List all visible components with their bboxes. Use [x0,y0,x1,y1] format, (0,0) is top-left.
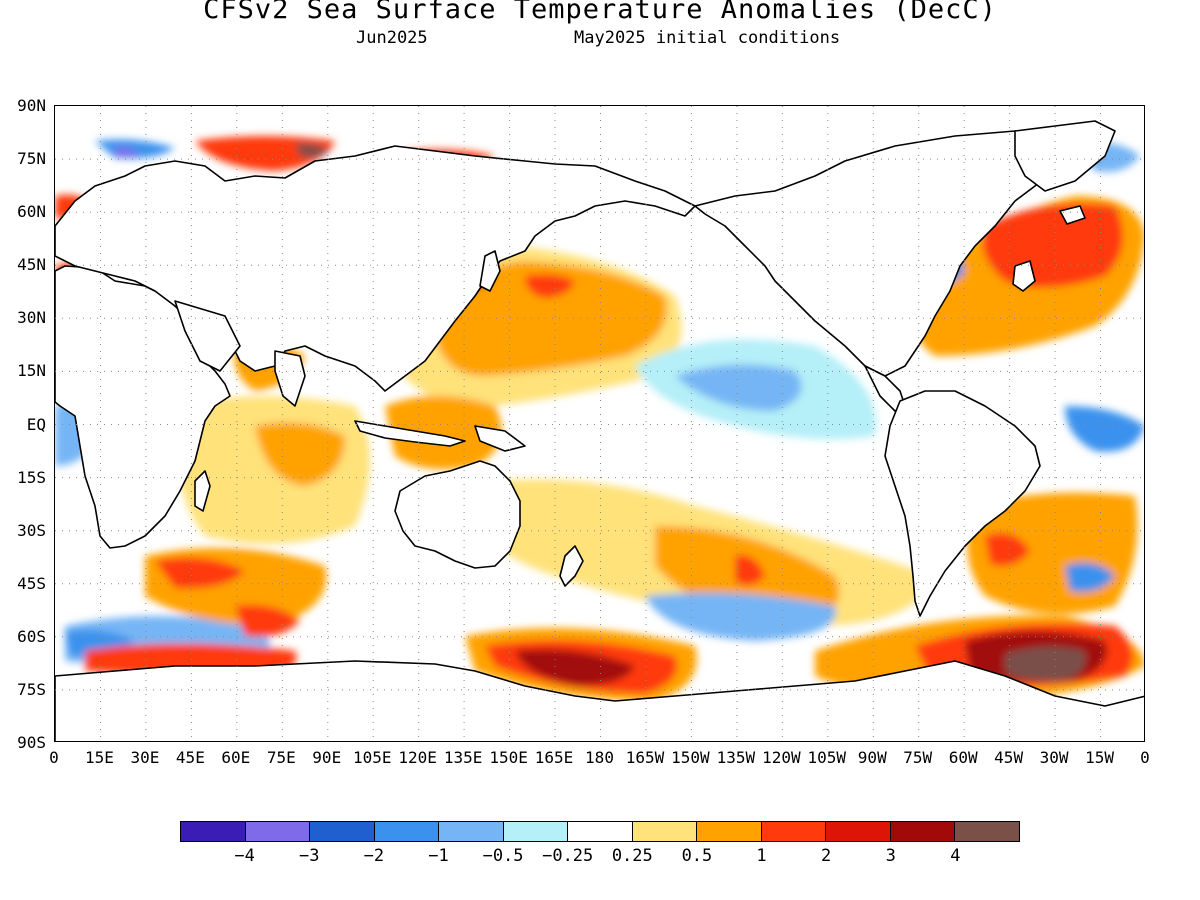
latitude-label: 60S [17,626,46,646]
australia-landmass [394,460,521,569]
colorbar-segment [439,822,504,841]
latitude-label: 45N [17,255,46,275]
colorbar-segment [697,822,762,841]
longitude-label: 15W [1085,748,1114,767]
colorbar-label: −0.5 [482,846,524,866]
latitude-label: 30S [17,520,46,540]
latitude-label: EQ [26,414,46,434]
latitude-label: 30N [17,308,46,328]
longitude-label: 75W [903,748,933,767]
colorbar-label: −2 [363,846,385,866]
colorbar-segment [761,822,827,841]
colorbar-segment [503,822,569,841]
north-pacific-warm-core [435,261,667,376]
colorbar-segment [181,822,246,841]
latitude-label: 90N [17,96,46,115]
colorbar-segment [955,822,1019,841]
colorbar-label: −4 [234,846,255,866]
longitude-label: 135W [716,748,756,767]
south-america-landmass [884,390,1041,617]
longitude-label: 30W [1039,748,1069,767]
longitude-label: 135E [443,748,483,767]
latitude-label: 15S [17,467,46,487]
longitude-label: 60W [948,748,978,767]
longitude-label: 180 [585,748,614,767]
weddell-sea-extreme-core [1005,646,1086,682]
longitude-label: 90W [857,748,887,767]
longitude-label: 120E [398,748,437,767]
longitude-label: 0 [1140,748,1150,767]
longitude-label: 150W [671,748,710,767]
latitude-label: 90S [17,733,46,752]
colorbar-label: −3 [298,846,320,866]
longitude-label: 45W [994,748,1024,767]
colorbar-label: 0.5 [681,846,713,866]
coastlines [55,120,1144,741]
colorbar-segment [310,822,375,841]
colorbar-label: 0.25 [611,846,653,866]
colorbar-segment [632,822,698,841]
north-america-landmass [694,130,1066,377]
latitude-label: 45S [17,573,46,593]
colorbar-label: 3 [885,846,896,866]
colorbar [180,821,1020,842]
latitude-label: 60N [17,202,46,222]
latitude-label: 75S [17,679,46,699]
colorbar-segment [245,822,311,841]
initial-conditions: May2025 initial conditions [574,28,841,48]
longitude-label: 165E [534,748,574,767]
colorbar-label: 4 [950,846,961,866]
longitude-label: 105W [807,748,847,767]
longitude-label: 60E [221,748,251,767]
colorbar-segment [374,822,440,841]
longitude-label: 165W [625,748,665,767]
antarctica-landmass [55,660,1144,741]
longitude-label: 120W [762,748,801,767]
longitude-label: 90E [312,748,342,767]
latitude-label: 75N [17,149,46,169]
colorbar-label: −1 [428,846,449,866]
latitude-label: 15N [17,361,46,381]
longitude-label: 105E [352,748,392,767]
longitude-label: 0 [49,748,59,767]
colorbar-segment [890,822,956,841]
colorbar-segment [568,822,633,841]
longitude-label: 75E [266,748,296,767]
longitude-label: 30E [130,748,160,767]
colorbar-segment [826,822,891,841]
colorbar-label: −0.25 [542,846,594,866]
longitude-label: 45E [175,748,205,767]
longitude-label: 15E [85,748,114,767]
colorbar-label: 1 [756,846,767,866]
map-title: CFSv2 Sea Surface Temperature Anomalies … [203,0,997,25]
sst-anomaly-map [54,105,1145,742]
longitude-label: 150E [489,748,528,767]
target-month: Jun2025 [356,28,428,48]
colorbar-label: 2 [821,846,832,866]
